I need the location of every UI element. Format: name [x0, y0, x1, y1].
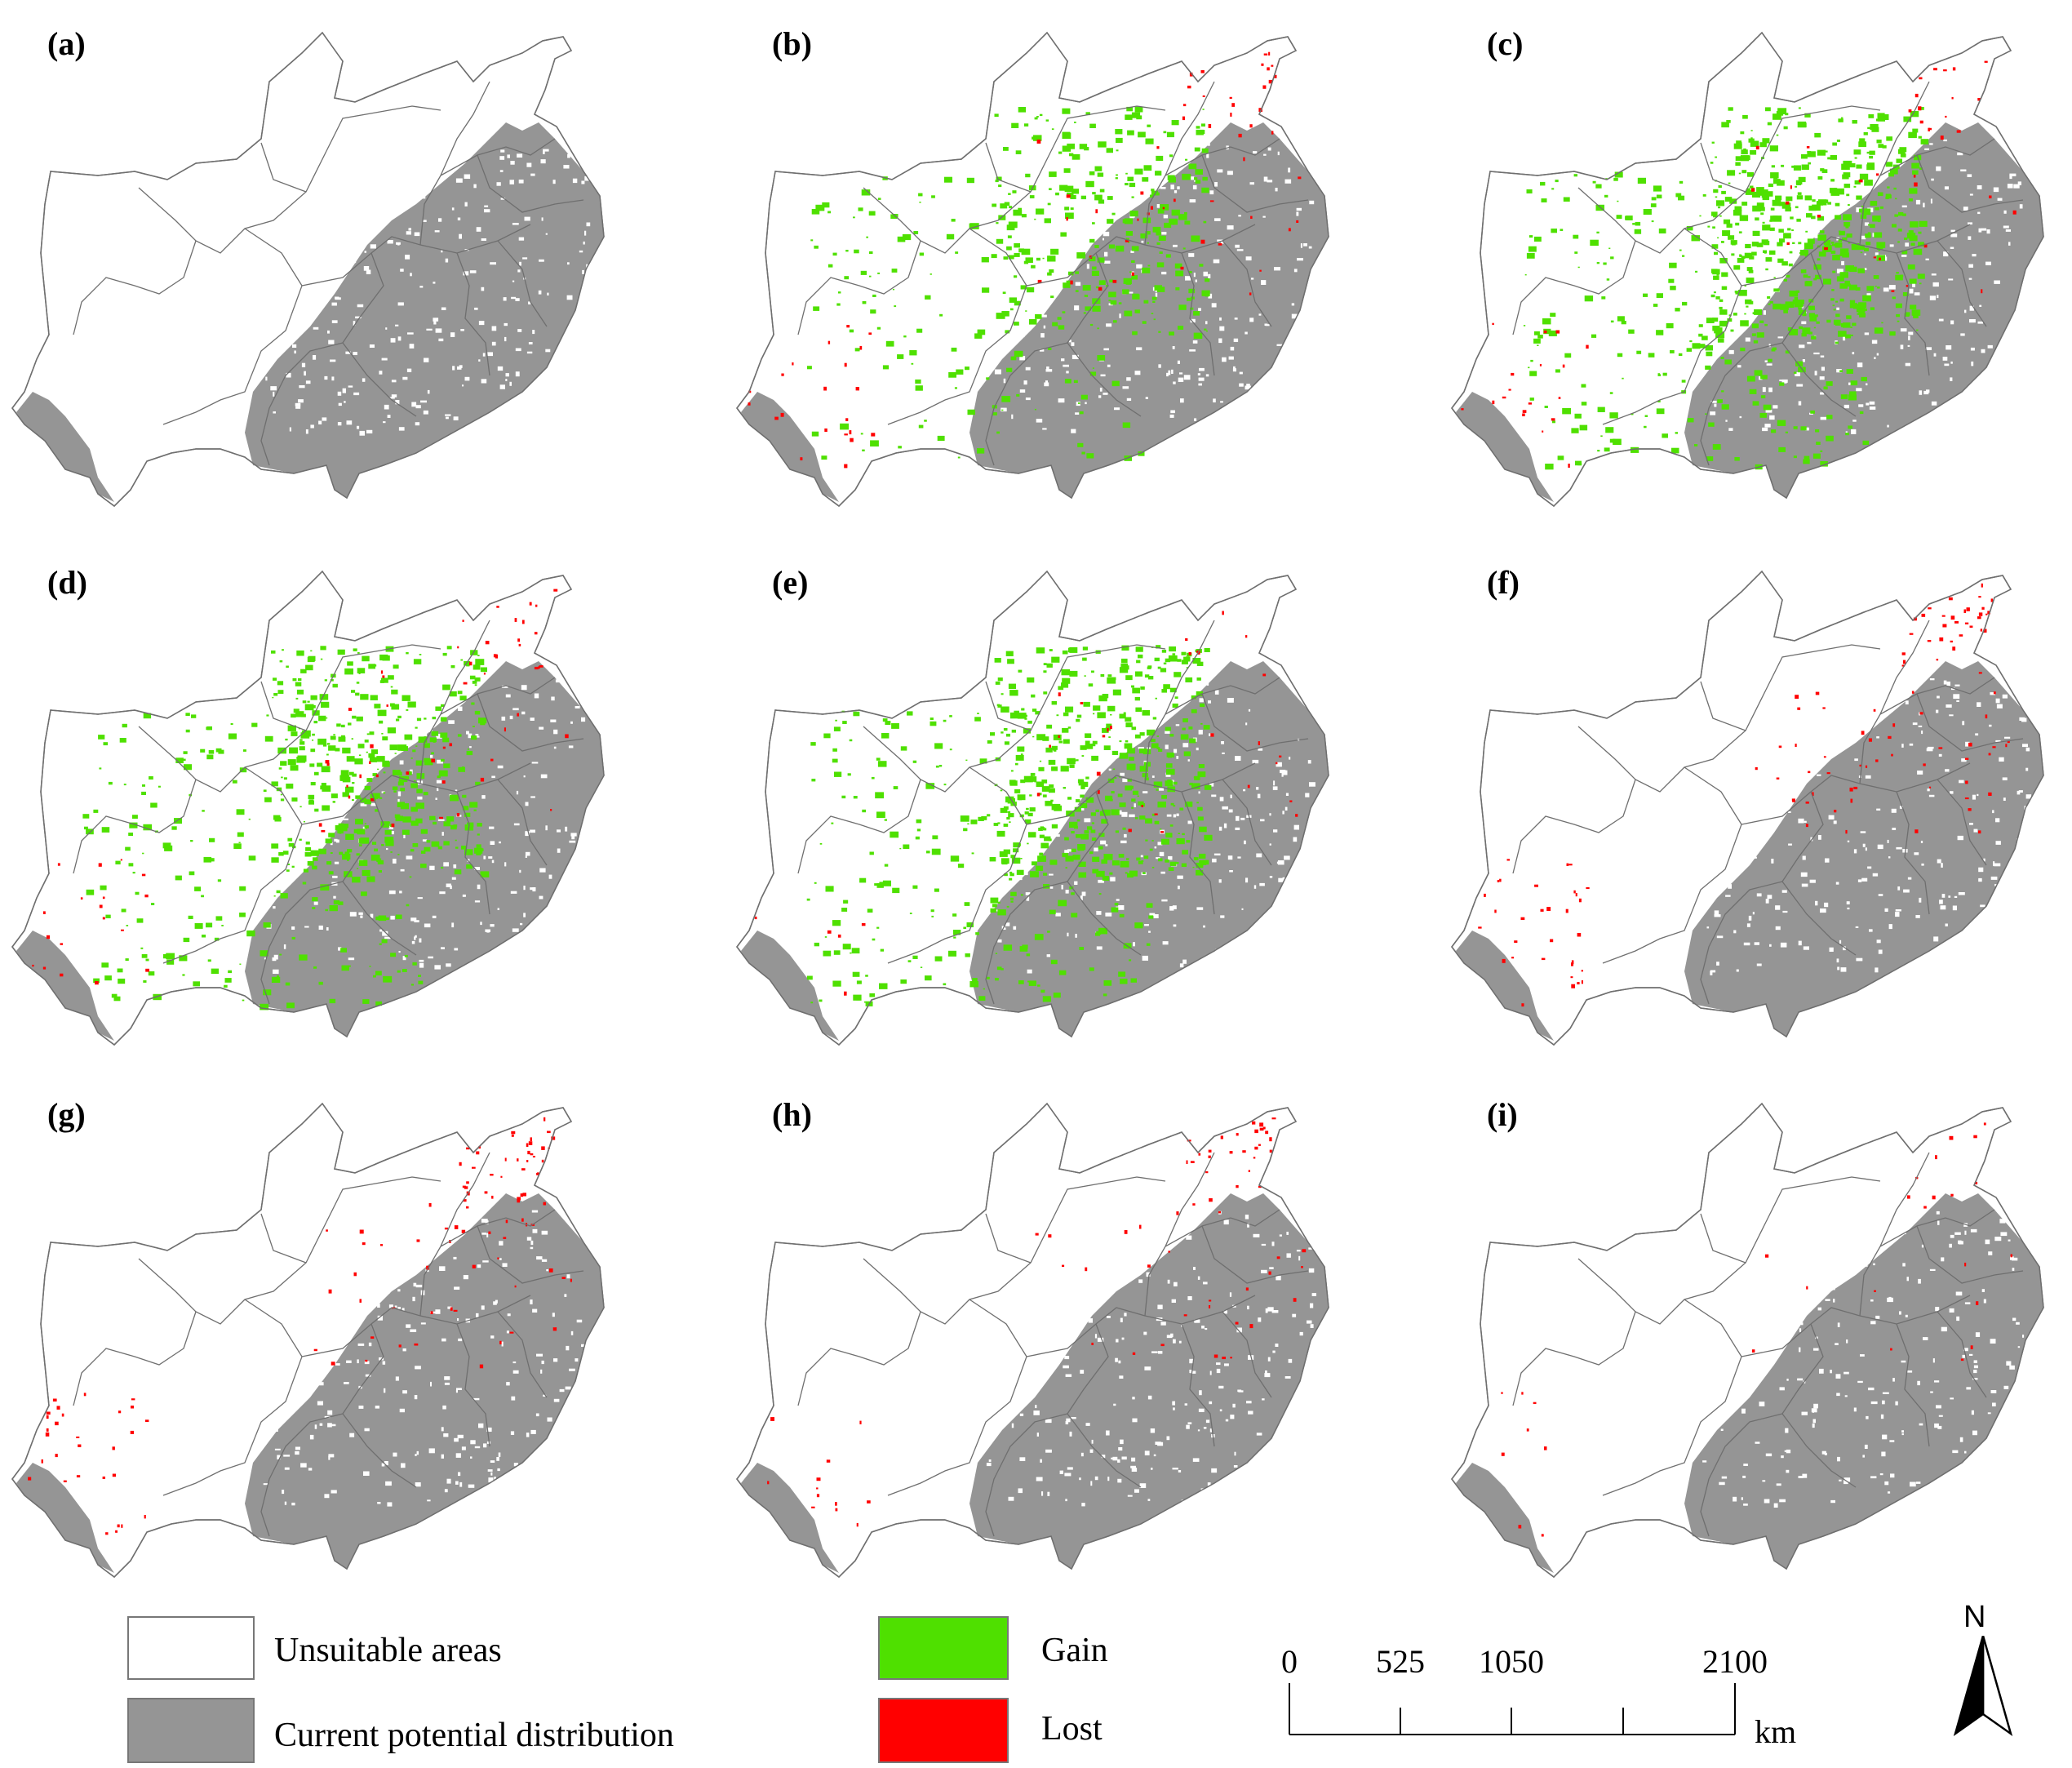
- panel-label: (b): [772, 25, 812, 62]
- gain-label: Gain: [1041, 1632, 1108, 1669]
- distribution-map: [11, 1102, 605, 1578]
- map-panel: (i): [1440, 1071, 2072, 1610]
- current-distribution-sw: [16, 392, 114, 502]
- current-distribution-sw: [16, 1463, 114, 1573]
- distribution-map: [1451, 570, 2044, 1046]
- panel-label: (f): [1487, 564, 1520, 601]
- map-panel: (a): [0, 0, 690, 539]
- current-distribution: [1684, 1193, 2043, 1569]
- gain-swatch: [878, 1616, 1009, 1680]
- current-distribution: [245, 1193, 604, 1569]
- map-panel: (f): [1440, 539, 2072, 1077]
- current-distribution-sw: [1456, 392, 1554, 502]
- current-distribution-sw: [1456, 1463, 1554, 1573]
- panel-label: (h): [772, 1096, 812, 1133]
- map-panel: (e): [725, 539, 1415, 1077]
- panel-label: (g): [47, 1096, 86, 1133]
- current-distribution-sw: [741, 392, 839, 502]
- current-distribution: [969, 661, 1329, 1037]
- scale-tick-2100: 2100: [1702, 1643, 1768, 1680]
- panel-label: (c): [1487, 25, 1524, 62]
- panel-label: (a): [47, 25, 86, 62]
- panel-label: (d): [47, 564, 87, 601]
- current-label: Current potential distribution: [274, 1717, 674, 1754]
- current-distribution: [1684, 661, 2043, 1037]
- distribution-map: [736, 31, 1329, 507]
- current-distribution-sw: [16, 931, 114, 1041]
- north-arrow: N: [1950, 1600, 2016, 1739]
- scale-tick-525: 525: [1376, 1643, 1425, 1680]
- scale-unit: km: [1755, 1713, 1797, 1750]
- distribution-map: [1451, 1102, 2044, 1578]
- distribution-map: [736, 1102, 1329, 1578]
- map-panel: (c): [1440, 0, 2072, 539]
- panel-label: (e): [772, 564, 809, 601]
- map-panel: (d): [0, 539, 690, 1077]
- current-distribution-sw: [741, 1463, 839, 1573]
- current-distribution-sw: [741, 931, 839, 1041]
- current-distribution: [969, 1193, 1329, 1569]
- distribution-map: [11, 570, 605, 1046]
- north-label: N: [1963, 1600, 1986, 1634]
- panel-label: (i): [1487, 1096, 1518, 1133]
- lost-swatch: [878, 1698, 1009, 1763]
- current-swatch: [127, 1698, 255, 1763]
- lost-label: Lost: [1041, 1710, 1103, 1748]
- north-arrow-icon: [1953, 1636, 2013, 1737]
- map-panel: (g): [0, 1071, 690, 1610]
- scale-tick-1050: 1050: [1479, 1643, 1544, 1680]
- distribution-map: [11, 31, 605, 507]
- distribution-map: [736, 570, 1329, 1046]
- map-panel: (b): [725, 0, 1415, 539]
- current-distribution-sw: [1456, 931, 1554, 1041]
- distribution-map: [1451, 31, 2044, 507]
- current-distribution: [245, 122, 604, 498]
- map-panel: (h): [725, 1071, 1415, 1610]
- scale-tick-0: 0: [1281, 1643, 1298, 1680]
- unsuitable-label: Unsuitable areas: [274, 1632, 502, 1669]
- unsuitable-swatch: [127, 1616, 255, 1680]
